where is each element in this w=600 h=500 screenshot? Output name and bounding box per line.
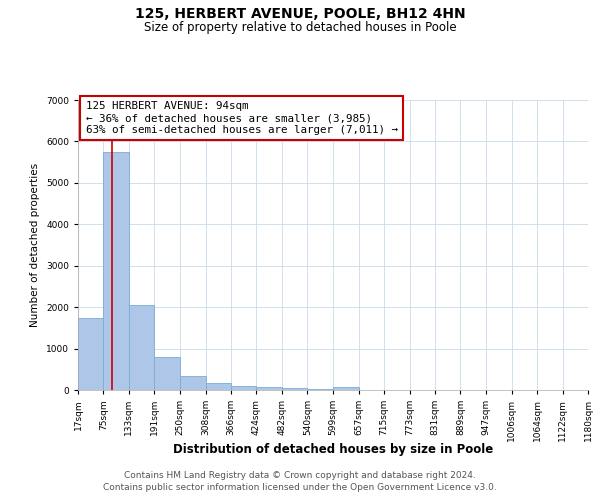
Bar — [333, 387, 359, 390]
Bar — [154, 357, 180, 390]
Bar — [307, 389, 333, 390]
Bar — [129, 305, 154, 390]
Bar — [231, 386, 256, 390]
Text: 125, HERBERT AVENUE, POOLE, BH12 4HN: 125, HERBERT AVENUE, POOLE, BH12 4HN — [134, 8, 466, 22]
Bar — [180, 376, 206, 390]
Bar — [282, 388, 307, 390]
Text: Distribution of detached houses by size in Poole: Distribution of detached houses by size … — [173, 442, 493, 456]
Bar — [206, 382, 231, 390]
Y-axis label: Number of detached properties: Number of detached properties — [31, 163, 40, 327]
Text: 125 HERBERT AVENUE: 94sqm
← 36% of detached houses are smaller (3,985)
63% of se: 125 HERBERT AVENUE: 94sqm ← 36% of detac… — [86, 102, 398, 134]
Text: Size of property relative to detached houses in Poole: Size of property relative to detached ho… — [143, 21, 457, 34]
Bar — [256, 388, 282, 390]
Bar — [103, 152, 129, 390]
Bar — [78, 318, 103, 390]
Text: Contains public sector information licensed under the Open Government Licence v3: Contains public sector information licen… — [103, 484, 497, 492]
Text: Contains HM Land Registry data © Crown copyright and database right 2024.: Contains HM Land Registry data © Crown c… — [124, 471, 476, 480]
